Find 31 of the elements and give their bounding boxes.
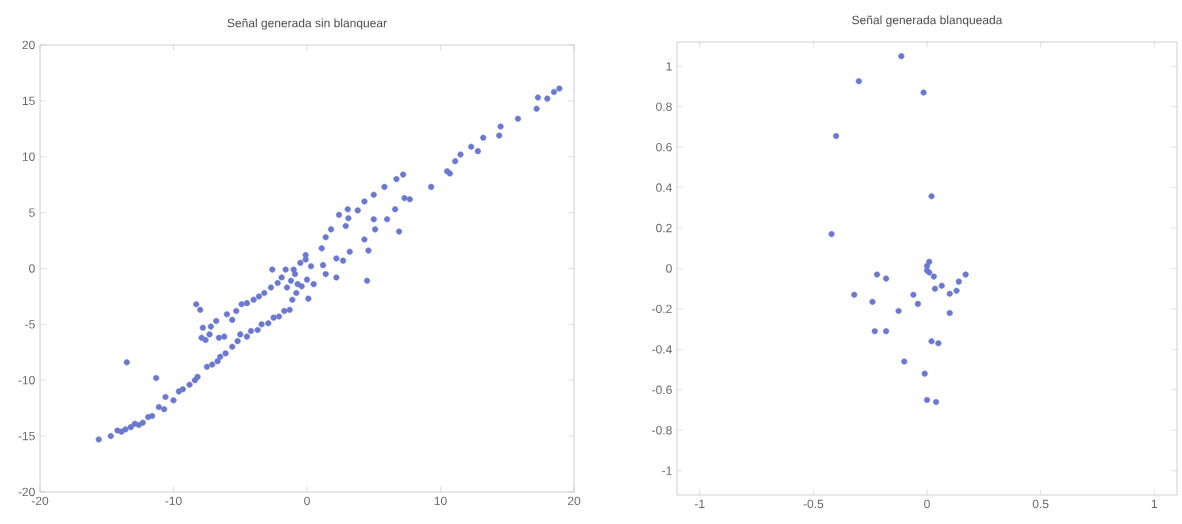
- y-tick-label: -0.6: [652, 385, 672, 395]
- y-tick-label: -0.8: [652, 426, 672, 435]
- x-tick-label: -1: [694, 499, 705, 508]
- y-tick-label: 10: [22, 152, 35, 161]
- y-tick-label: -10: [18, 375, 35, 385]
- y-tick-label: -15: [18, 431, 35, 441]
- y-tick-label: 5: [29, 208, 35, 217]
- y-tick-label: 20: [22, 40, 35, 50]
- chart-title: Señal generada blanqueada: [852, 15, 1003, 27]
- x-tick-label: 20: [567, 496, 581, 506]
- x-tick-label: 0: [924, 499, 930, 509]
- y-tick-label: 0.6: [656, 142, 672, 152]
- x-tick-label: 1: [1151, 499, 1158, 508]
- y-tick-label: 0.4: [656, 183, 672, 192]
- x-tick-label: -0.5: [803, 499, 824, 509]
- x-tick-label: 0: [304, 496, 310, 506]
- x-tick-label: 0.5: [1032, 499, 1049, 509]
- y-tick-label: 0: [666, 264, 672, 273]
- x-tick-label: -10: [165, 496, 182, 506]
- y-tick-label: 0.2: [656, 223, 672, 233]
- y-tick-label: -0.4: [652, 345, 672, 354]
- x-tick-label: 10: [434, 496, 447, 506]
- chart-title: Señal generada sin blanquear: [227, 18, 387, 30]
- y-tick-label: 15: [22, 96, 35, 106]
- y-tick-label: -5: [25, 320, 35, 329]
- y-tick-label: -0.2: [652, 304, 672, 314]
- y-tick-label: 0.8: [656, 102, 672, 111]
- y-tick-label: -20: [18, 487, 35, 497]
- y-tick-label: 1: [666, 62, 672, 71]
- y-tick-label: -1: [662, 466, 672, 475]
- y-tick-label: 0: [29, 264, 35, 273]
